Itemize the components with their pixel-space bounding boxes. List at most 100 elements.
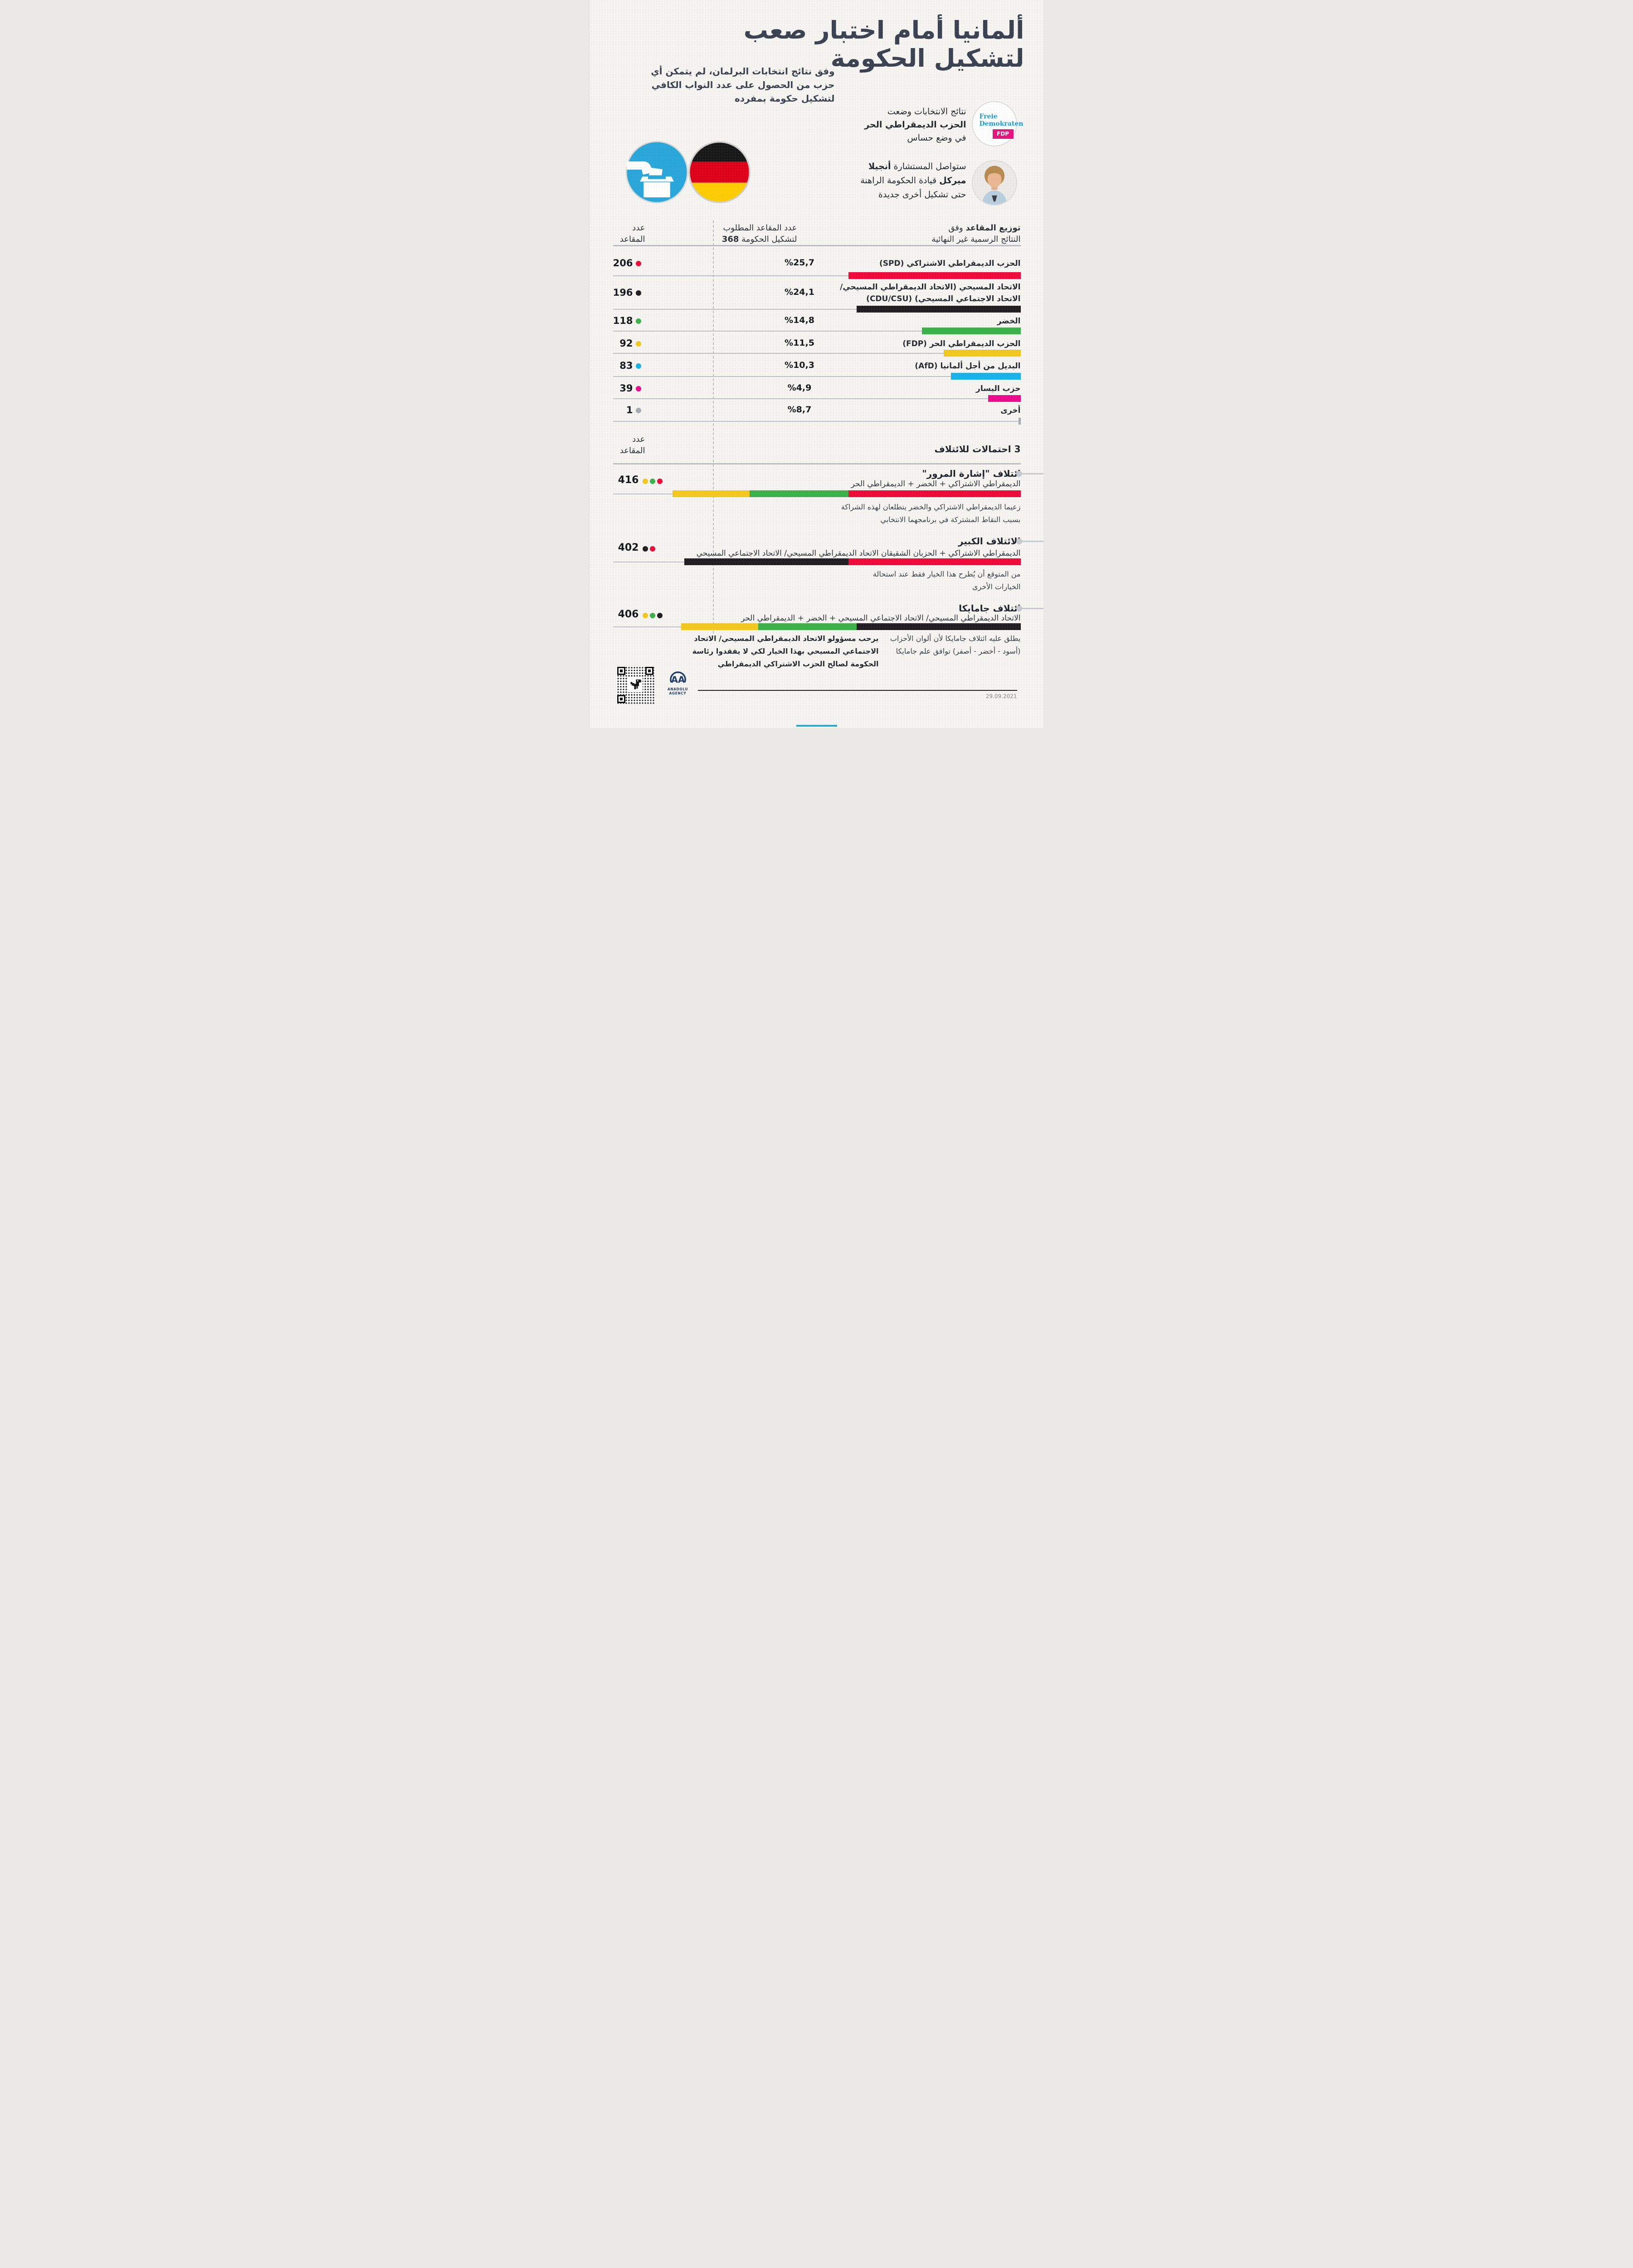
coalition-seat-bar <box>673 490 1021 497</box>
coalition-description-line: زعيما الديمقراطي الاشتراكي والخضر يتطلعا… <box>841 503 1021 511</box>
party-name: الحزب الديمقراطي الاشتراكي (SPD) <box>879 259 1021 268</box>
party-seat-count: 206 <box>613 258 633 269</box>
table-header-seats-line2: المقاعد <box>619 235 645 244</box>
party-name: الخضر <box>997 317 1021 326</box>
coalition-pin-icon <box>1016 606 1043 611</box>
required-seats-threshold-line <box>712 220 714 634</box>
coalitions-section-title: 3 احتمالات للائتلاف <box>934 444 1021 455</box>
coalition-title: الائتلاف الكبير <box>958 536 1021 547</box>
party-seat-bar <box>951 373 1021 380</box>
coalition-bar-segment <box>673 490 750 497</box>
party-vote-percentage: %4,9 <box>787 383 812 393</box>
table-header-seats-line1: عدد <box>632 223 645 233</box>
party-color-dot <box>635 363 641 369</box>
table-header-required-line1: عدد المقاعد المطلوب <box>723 223 797 233</box>
coalition-seat-total: 416 <box>618 474 639 486</box>
coalition-bar-segment <box>848 490 1021 497</box>
coalition-color-dots <box>642 613 663 618</box>
qr-code <box>615 665 655 704</box>
page-title-line1: ألمانيا أمام اختبار صعب <box>743 16 1025 44</box>
table-header-required-line2: لتشكيل الحكومة 368 <box>721 235 797 244</box>
seat-axis-line <box>613 309 1021 310</box>
party-vote-percentage: %10,3 <box>785 360 814 370</box>
coalition-seat-bar <box>684 558 1021 565</box>
coalition-title: ائتلاف "إشارة المرور" <box>922 468 1021 479</box>
seat-axis-line <box>613 275 1021 276</box>
fdp-note-line3: في وضع حساس <box>907 133 966 143</box>
party-name-line2: الاتحاد الاجتماعي المسيحي) (CDU/CSU) <box>866 294 1021 303</box>
coalition-description-line: يطلق عليه ائتلاف جامايكا لأن ألوان الأحز… <box>890 634 1021 643</box>
seat-axis-line <box>613 421 1021 422</box>
party-vote-percentage: %11,5 <box>785 338 814 348</box>
party-seat-count: 1 <box>626 405 633 415</box>
coalition-description-line: الخيارات الأخرى <box>972 582 1021 591</box>
merkel-portrait-icon <box>972 161 1016 205</box>
fdp-note-line2: الحزب الديمقراطي الحر <box>864 120 966 130</box>
party-seat-bar <box>848 272 1021 279</box>
party-seat-bar <box>988 395 1021 402</box>
merkel-note-line1: ستواصل المستشارة أنجيلا <box>868 161 966 171</box>
page-subtitle-line: حزب من الحصول على عدد النواب الكافي <box>651 79 835 90</box>
page-title-line2: لتشكيل الحكومة <box>830 44 1025 73</box>
infographic-page: ألمانيا أمام اختبار صعب لتشكيل الحكومة و… <box>590 0 1043 728</box>
coalition-parties: الديمقراطي الاشتراكي + الخضر + الديمقراط… <box>851 479 1021 489</box>
fdp-badge: FDP <box>992 129 1014 139</box>
coalition-parties: الاتحاد الديمقراطي المسيحي/ الاتحاد الاج… <box>741 614 1021 623</box>
section2-divider <box>613 463 1021 464</box>
merkel-photo <box>971 160 1017 205</box>
party-name: حزب اليسار <box>976 384 1021 393</box>
coalition-description-bold-line: الحكومة لصالح الحزب الاشتراكي الديمقراطي <box>717 660 879 668</box>
bottom-accent-bar <box>796 725 837 727</box>
seat-axis-line <box>613 331 1021 332</box>
party-name: الحزب الديمقراطي الحر (FDP) <box>902 339 1021 348</box>
table-header-distribution-line2: النتائج الرسمية غير النهائية <box>931 235 1021 244</box>
page-subtitle-line: وفق نتائج انتخابات البرلمان، لم يتمكن أي <box>651 66 835 77</box>
coalition-pin-icon <box>1016 471 1043 477</box>
anadolu-agency-logo: AA ANADOLU AGENCY <box>660 669 696 695</box>
party-seat-count: 196 <box>613 287 633 298</box>
party-color-dot <box>635 318 641 324</box>
party-name: الاتحاد المسيحي (الاتحاد الديمقراطي المس… <box>840 283 1021 292</box>
coalition-bar-segment <box>758 623 857 630</box>
party-seat-count: 118 <box>613 315 633 326</box>
fdp-note-line1: نتائج الانتخابات وضعت <box>887 107 966 117</box>
party-seat-bar <box>943 350 1021 357</box>
party-color-dot <box>635 261 641 266</box>
party-vote-percentage: %8,7 <box>787 405 812 415</box>
table-header-distribution-line1: توزيع المقاعد وفق <box>948 223 1021 233</box>
party-vote-percentage: %14,8 <box>785 315 814 325</box>
party-vote-percentage: %25,7 <box>785 258 814 268</box>
section2-seats-header-line2: المقاعد <box>619 446 645 455</box>
seat-axis-line <box>613 353 1021 354</box>
party-color-dot <box>635 408 641 413</box>
table-header-divider <box>613 245 1021 246</box>
coalition-seat-bar <box>681 623 1021 630</box>
qr-dino-icon <box>628 678 643 692</box>
party-name: البديل من أجل ألمانيا (AfD) <box>915 362 1021 371</box>
page-title: ألمانيا أمام اختبار صعب لتشكيل الحكومة <box>743 16 1025 73</box>
coalition-description-bold-line: الاجتماعي المسيحي بهذا الخيار لكي لا يفق… <box>692 647 879 655</box>
party-color-dot <box>635 341 641 347</box>
party-color-dot <box>635 386 641 391</box>
coalition-bar-segment <box>857 623 1021 630</box>
coalition-color-dots <box>642 479 663 484</box>
coalition-bar-segment <box>750 490 848 497</box>
coalition-seat-total: 402 <box>618 542 639 553</box>
party-seat-bar <box>921 327 1021 334</box>
coalition-description-line: (أسود - أخضر - أصفر) توافق علم جامايكا <box>896 647 1021 655</box>
fdp-logo-text: Freie <box>979 113 998 120</box>
publish-date: 29.09.2021 <box>985 693 1017 699</box>
party-seat-count: 92 <box>619 338 633 349</box>
coalition-title: ائتلاف جامايكا <box>959 603 1021 614</box>
party-color-dot <box>635 290 641 296</box>
germany-flag-icon <box>688 141 751 205</box>
coalition-parties: الديمقراطي الاشتراكي + الحزبان الشقيقان … <box>696 549 1021 558</box>
merkel-note-line3: حتى تشكيل أخرى جديدة <box>878 190 966 200</box>
footer-divider <box>697 690 1017 691</box>
party-vote-percentage: %24,1 <box>785 287 814 297</box>
fdp-logo-circle: Freie Demokraten FDP <box>971 101 1023 147</box>
fdp-logo-text: Demokraten <box>979 120 1024 127</box>
party-name: أخرى <box>1000 406 1021 415</box>
coalition-seat-total: 406 <box>618 609 639 620</box>
party-seat-count: 83 <box>619 360 633 371</box>
